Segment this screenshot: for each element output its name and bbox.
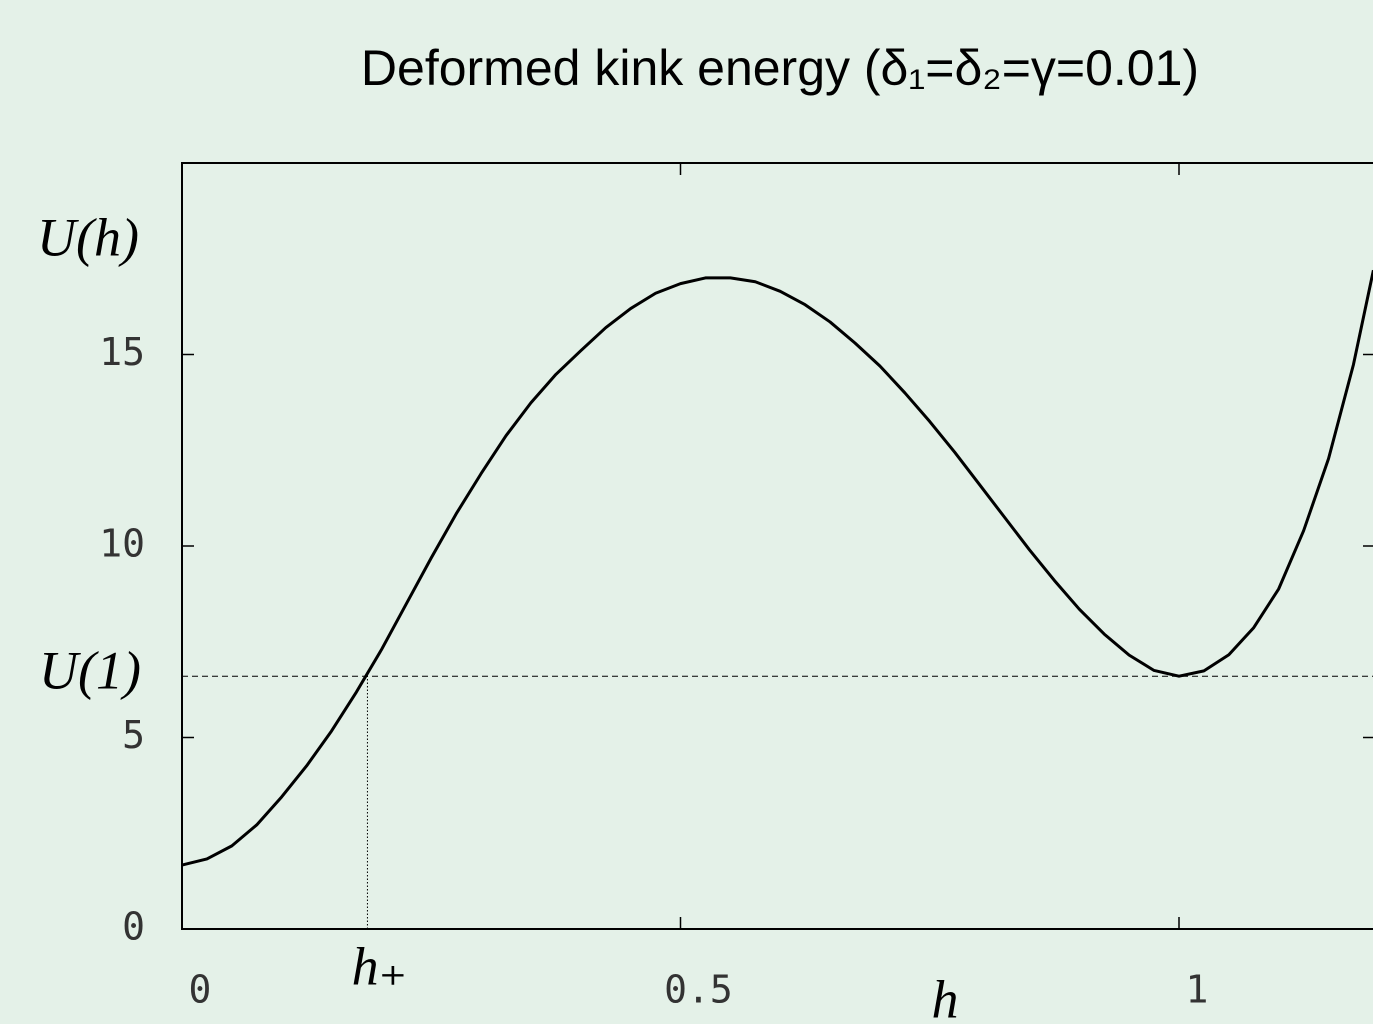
x-tick-label: 0 — [189, 968, 212, 1012]
x-tick-label: 1 — [1186, 968, 1209, 1012]
data-line — [181, 269, 1373, 867]
y-tick-label: 5 — [122, 713, 145, 757]
y-tick-label: 15 — [99, 330, 145, 374]
x-axis-label: h — [932, 969, 959, 1024]
y-tick-label: 0 — [122, 905, 145, 949]
y-axis-label: U(h) — [37, 207, 139, 267]
y-tick-label: 10 — [99, 522, 145, 566]
x-tick-label: 0.5 — [664, 968, 733, 1012]
plot-frame — [181, 162, 1373, 930]
chart-title: Deformed kink energy (δ₁=δ₂=γ=0.01) — [361, 40, 1199, 96]
annotation: h₊ — [352, 936, 408, 996]
annotation: U(1) — [39, 641, 141, 701]
